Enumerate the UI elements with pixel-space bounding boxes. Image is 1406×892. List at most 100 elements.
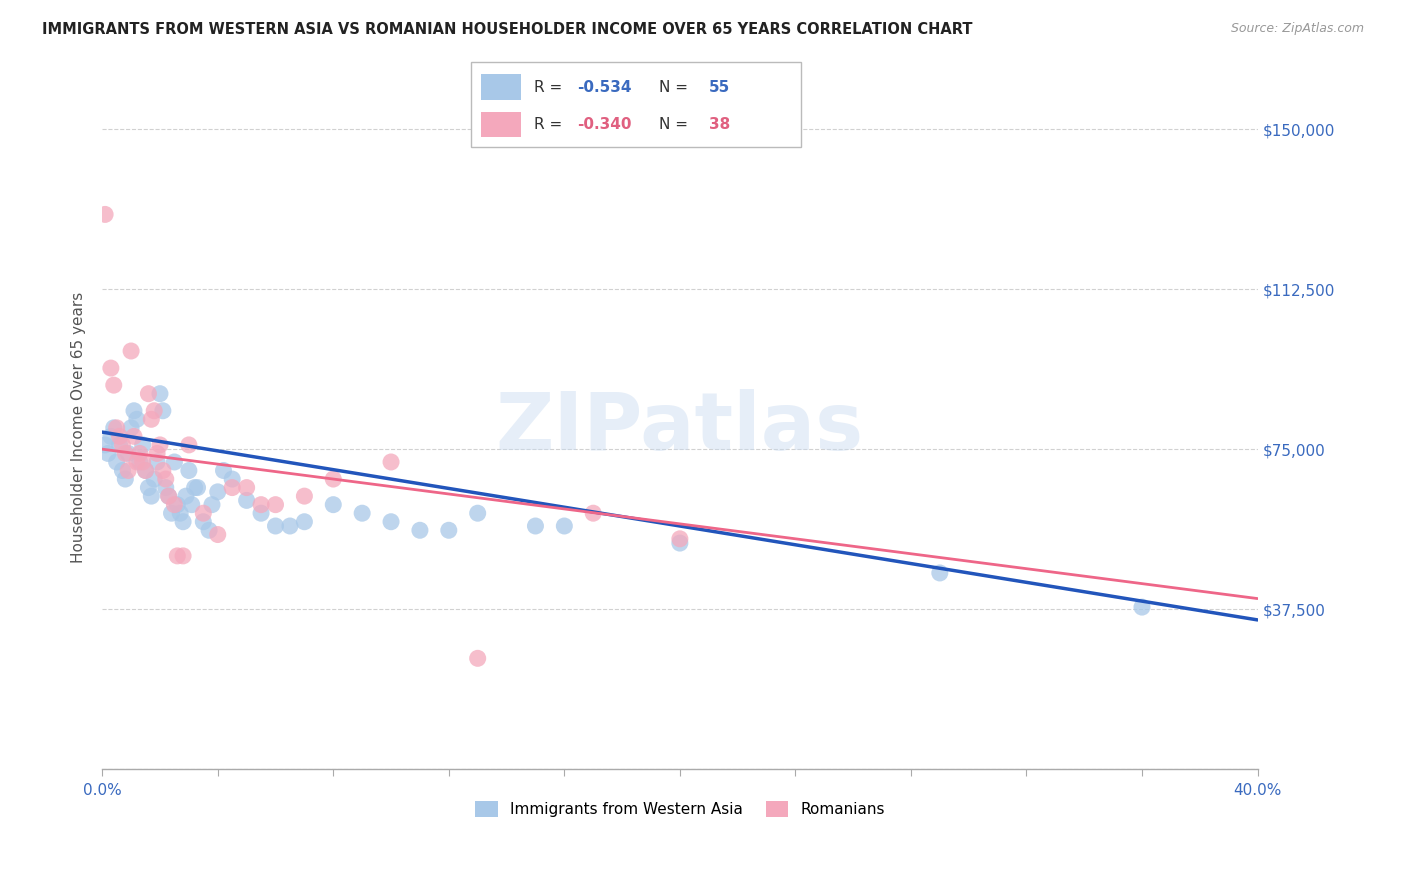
Point (524, 519, 547, 533)
Point (207, 527, 229, 541)
Point (264, 498, 287, 512)
Point (141, 412, 163, 426)
Point (94, 438, 117, 452)
Point (172, 549, 194, 563)
Point (437, 523, 460, 537)
Point (278, 519, 301, 533)
Point (174, 489, 197, 503)
FancyBboxPatch shape (471, 62, 801, 147)
Point (122, 403, 145, 417)
Point (669, 532, 692, 546)
Point (97, 446, 120, 460)
Point (264, 519, 287, 533)
Point (146, 455, 169, 469)
Point (172, 515, 194, 529)
Text: IMMIGRANTS FROM WESTERN ASIA VS ROMANIAN HOUSEHOLDER INCOME OVER 65 YEARS CORREL: IMMIGRANTS FROM WESTERN ASIA VS ROMANIAN… (42, 22, 973, 37)
Point (108, 438, 131, 452)
Point (100, 429, 122, 443)
Point (177, 463, 200, 477)
Point (135, 463, 157, 477)
Text: N =: N = (659, 79, 693, 95)
Legend: Immigrants from Western Asia, Romanians: Immigrants from Western Asia, Romanians (468, 795, 891, 823)
Point (111, 438, 134, 452)
Point (125, 412, 148, 426)
Point (207, 484, 229, 499)
Point (160, 506, 183, 520)
Point (146, 446, 169, 460)
Point (125, 455, 148, 469)
Point (467, 506, 489, 520)
Point (131, 438, 153, 452)
Point (141, 489, 163, 503)
Point (149, 386, 172, 401)
Point (235, 493, 257, 508)
Point (409, 523, 432, 537)
Point (1130, 600, 1153, 615)
Point (138, 481, 160, 495)
Point (193, 506, 215, 520)
Point (114, 472, 136, 486)
Point (103, 421, 125, 435)
Point (177, 438, 200, 452)
Point (143, 472, 166, 486)
Point (166, 549, 188, 563)
Point (152, 403, 174, 417)
Point (669, 536, 692, 550)
Point (94, 207, 117, 221)
Point (131, 455, 153, 469)
Text: ZIPatlas: ZIPatlas (496, 389, 865, 467)
Point (143, 403, 166, 417)
Point (108, 429, 131, 443)
Point (155, 481, 177, 495)
Text: N =: N = (659, 117, 693, 132)
Point (198, 523, 221, 537)
Point (163, 455, 186, 469)
Point (157, 489, 180, 503)
Point (169, 506, 191, 520)
Bar (481, 112, 520, 137)
Point (352, 506, 374, 520)
Text: 55: 55 (709, 79, 730, 95)
Y-axis label: Householder Income Over 65 years: Householder Income Over 65 years (72, 293, 86, 564)
Point (111, 463, 134, 477)
Point (120, 343, 142, 358)
Point (122, 429, 145, 443)
Point (152, 463, 174, 477)
Point (149, 438, 172, 452)
Point (120, 421, 142, 435)
Point (292, 515, 315, 529)
Point (100, 361, 122, 376)
Text: 38: 38 (709, 117, 730, 132)
Point (157, 489, 180, 503)
Point (114, 446, 136, 460)
Point (105, 421, 128, 435)
Text: R =: R = (534, 117, 567, 132)
Point (138, 386, 160, 401)
Point (180, 498, 202, 512)
Point (201, 498, 224, 512)
Point (322, 472, 344, 486)
Point (467, 651, 489, 665)
Point (221, 472, 243, 486)
Point (553, 519, 575, 533)
Point (582, 506, 605, 520)
Point (380, 455, 402, 469)
Point (380, 515, 402, 529)
Point (163, 498, 186, 512)
Point (292, 489, 315, 503)
Point (117, 463, 139, 477)
Point (322, 498, 344, 512)
Text: R =: R = (534, 79, 567, 95)
Point (183, 481, 205, 495)
Point (117, 446, 139, 460)
Bar (481, 74, 520, 100)
Point (193, 515, 215, 529)
Text: Source: ZipAtlas.com: Source: ZipAtlas.com (1230, 22, 1364, 36)
Point (128, 446, 150, 460)
Point (166, 498, 188, 512)
Point (186, 481, 208, 495)
Point (128, 455, 150, 469)
Point (135, 463, 157, 477)
Point (103, 378, 125, 392)
Point (250, 498, 273, 512)
